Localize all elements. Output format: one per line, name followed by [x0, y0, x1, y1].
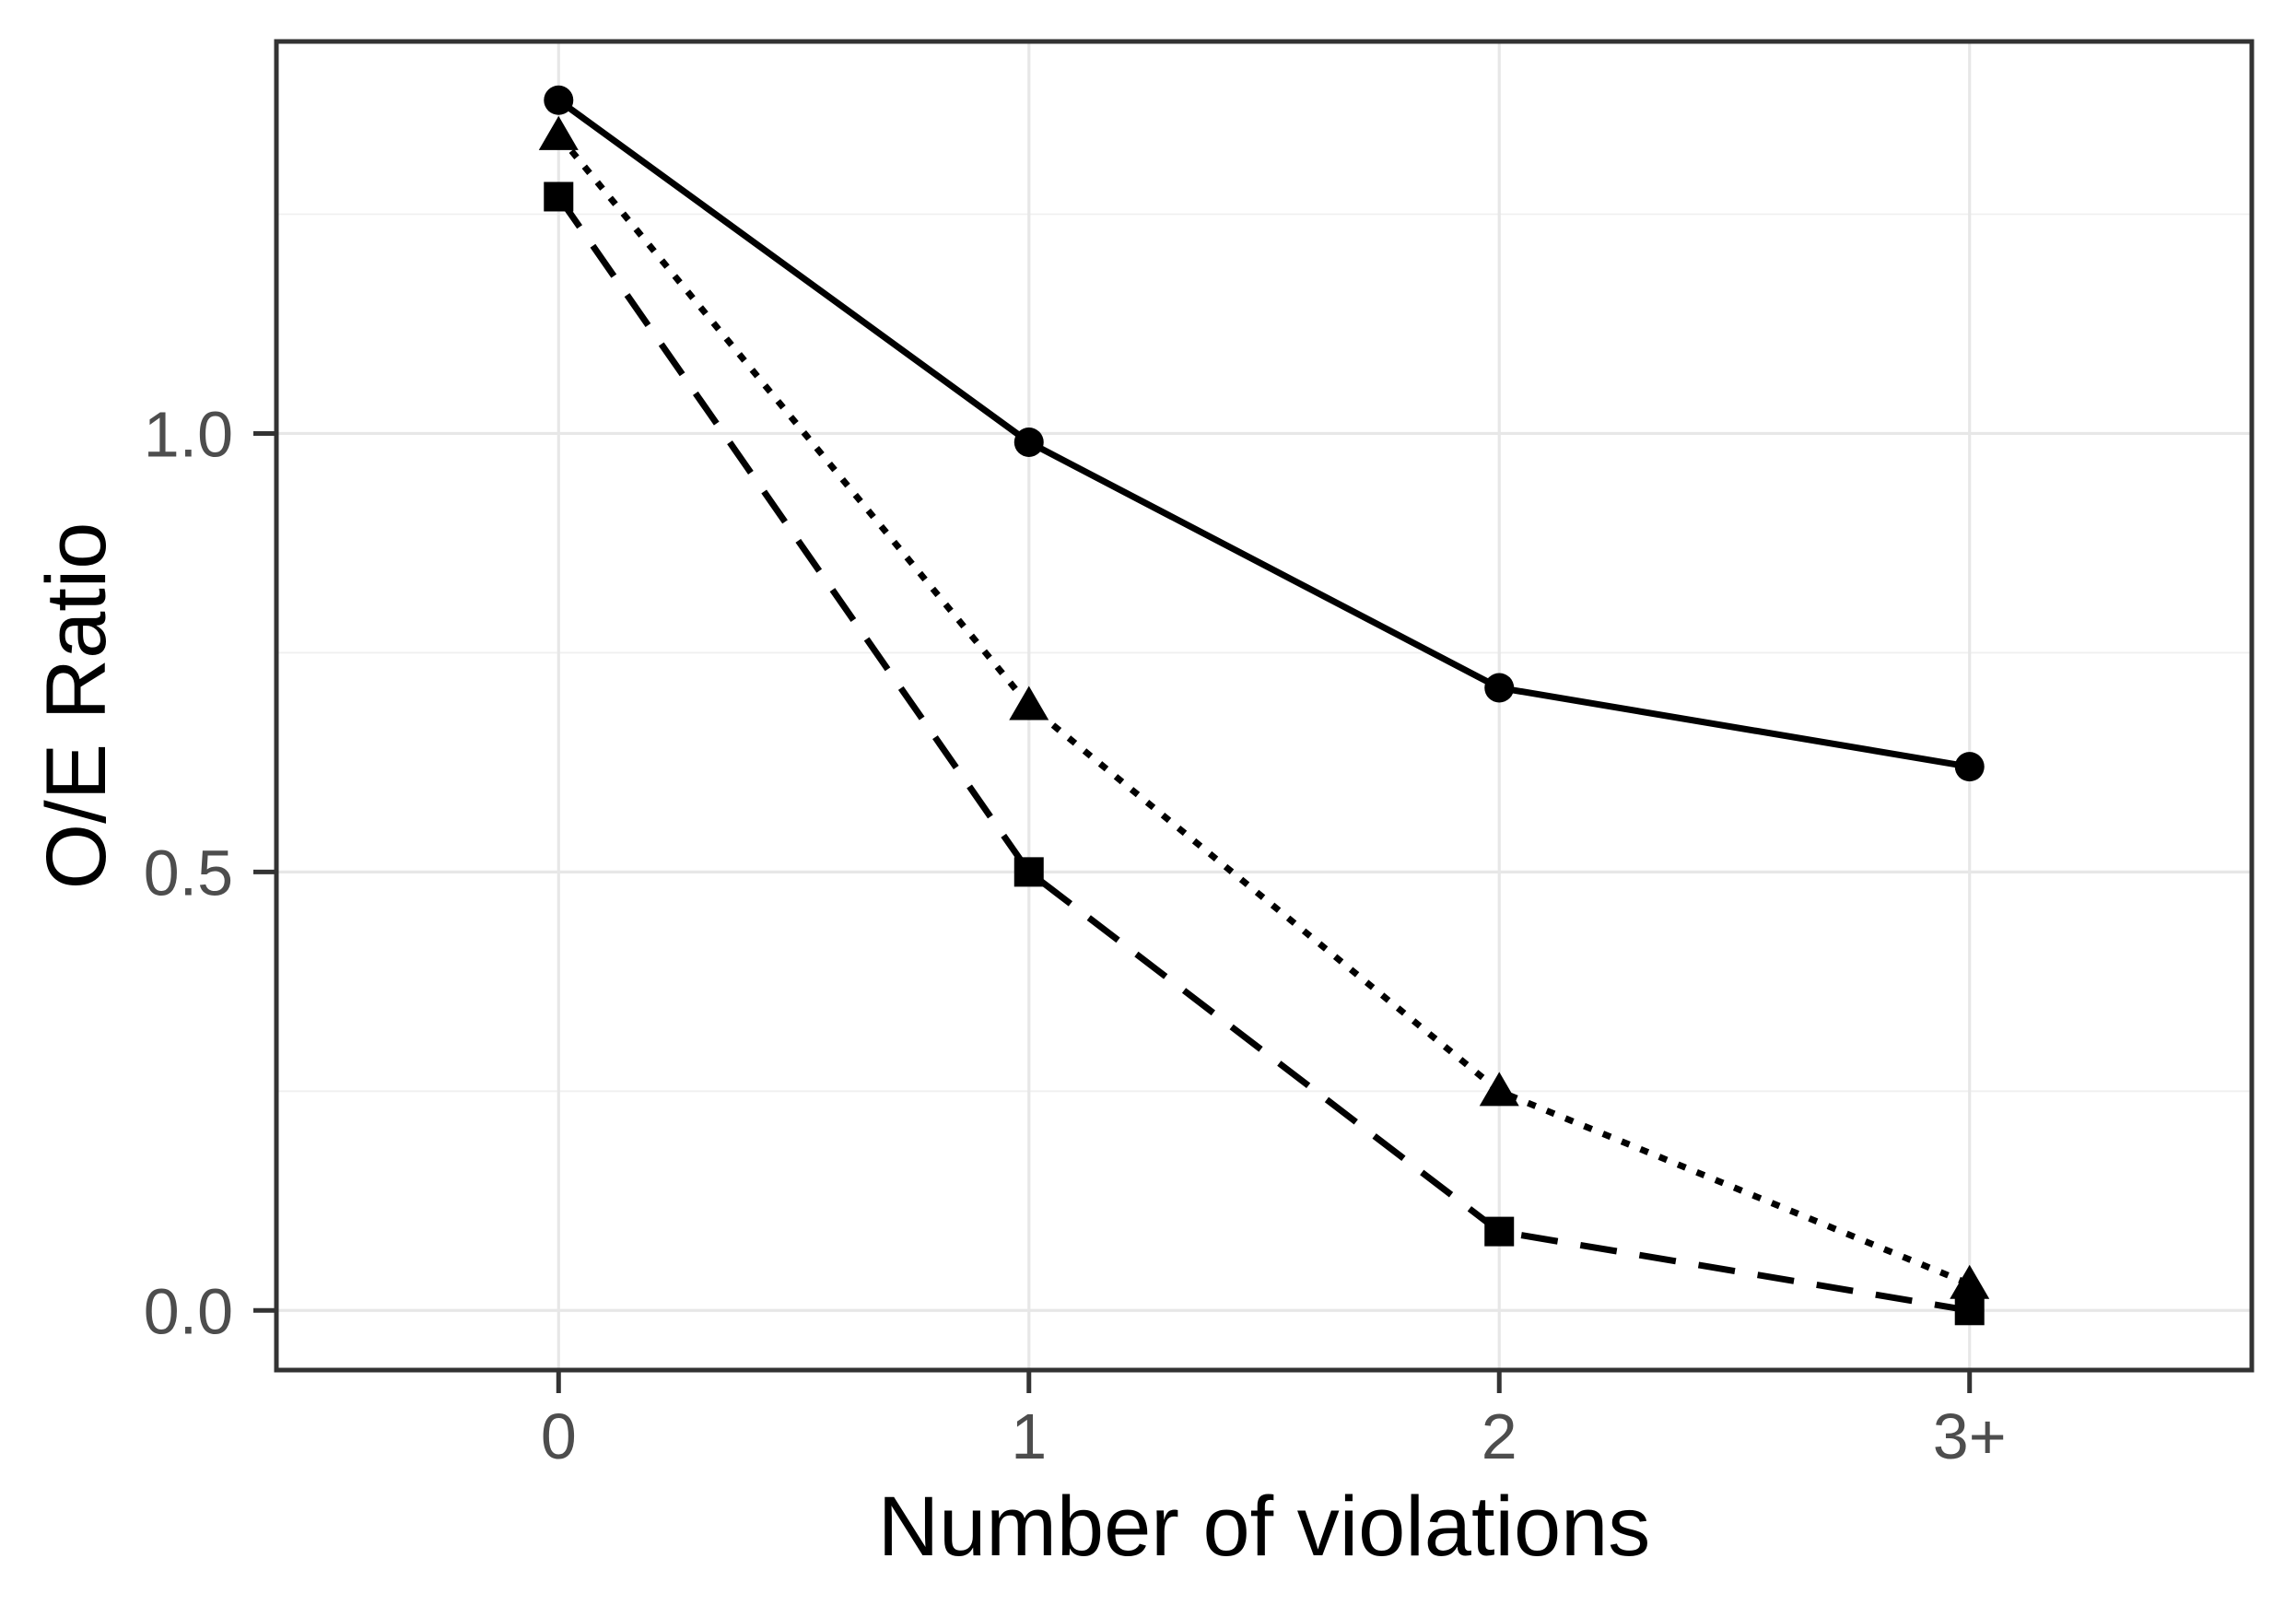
x-tick-label: 1 [1011, 1400, 1047, 1472]
data-point-circle [544, 85, 574, 115]
x-tick-label: 0 [541, 1400, 577, 1472]
series-line-dotted-triangle [556, 133, 1972, 1287]
x-tick-label: 3+ [1933, 1400, 2007, 1472]
x-tick-label: 2 [1482, 1400, 1517, 1472]
series-line-dashed-square [556, 194, 1971, 1314]
data-point-square [1484, 1216, 1515, 1247]
axis-ticks [253, 430, 1973, 1393]
panel-border-layer [274, 39, 2255, 1373]
y-tick-label: 1.0 [144, 398, 233, 470]
data-point-square [544, 182, 574, 212]
gridlines [276, 41, 2252, 1370]
y-axis-title: O/E Ratio [29, 522, 123, 890]
axis-tick-labels: 0.0 0.5 1.0 0 1 2 3+ [144, 398, 2007, 1472]
data-point-circle [1013, 427, 1044, 457]
data-point-triangle [1950, 1264, 1990, 1299]
data-point-circle [1484, 673, 1515, 703]
x-axis-title: Number of violations [878, 1480, 1651, 1574]
data-point-square [1013, 857, 1044, 887]
y-tick-label: 0.5 [144, 837, 233, 908]
data-point-triangle [1009, 685, 1049, 721]
data-point-triangle [1479, 1072, 1519, 1107]
series-layer [538, 85, 1990, 1326]
series-line-solid-circle [556, 97, 1971, 770]
data-point-circle [1954, 752, 1985, 782]
panel-border [274, 39, 2255, 1373]
data-point-triangle [538, 115, 579, 150]
y-tick-label: 0.0 [144, 1275, 233, 1347]
data-point-square [1954, 1295, 1985, 1326]
